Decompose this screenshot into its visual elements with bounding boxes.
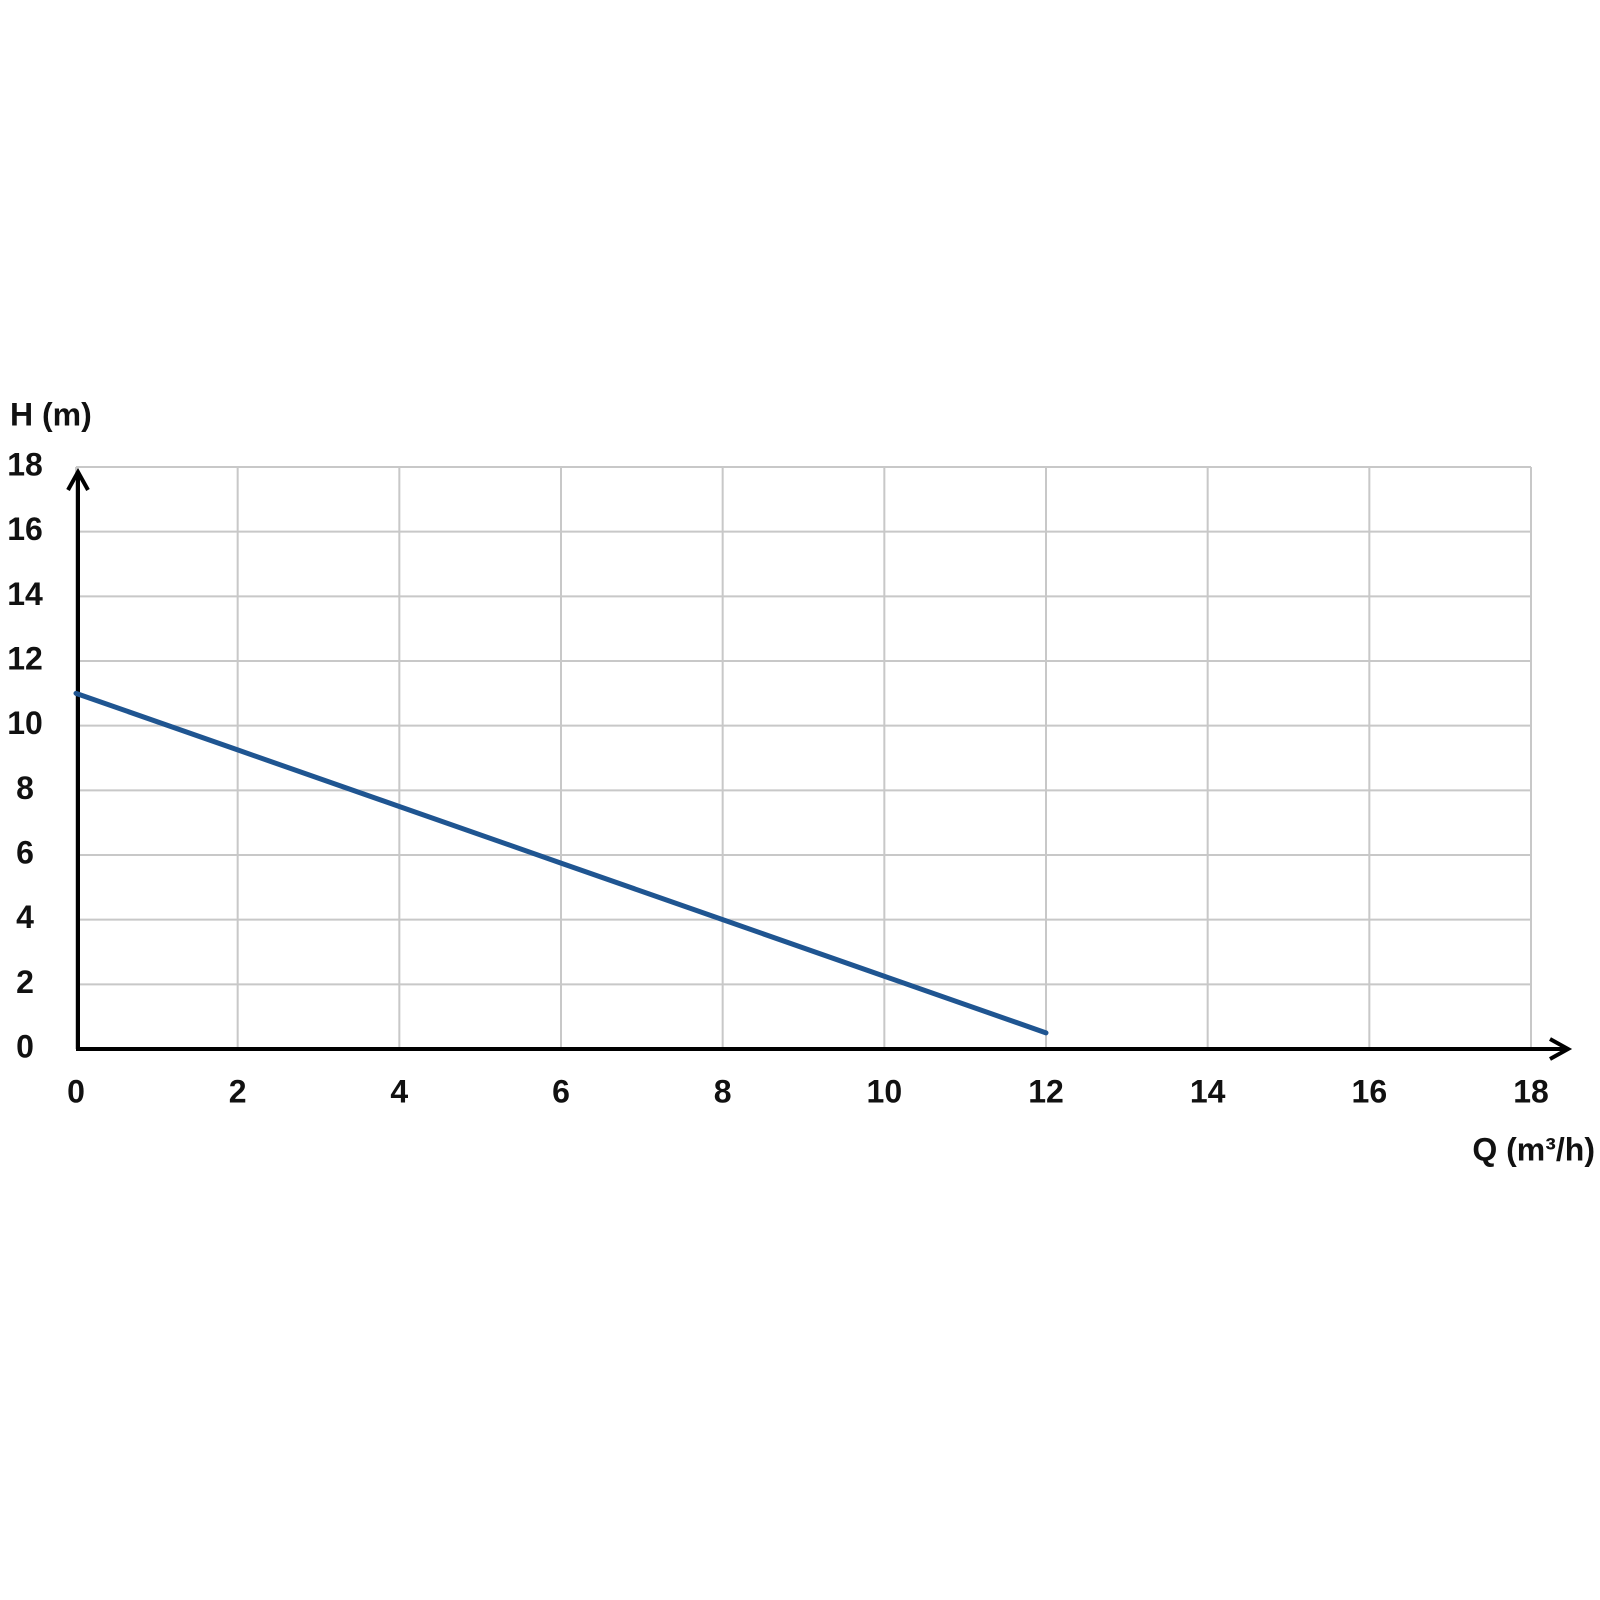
y-tick-label: 14 (7, 576, 43, 612)
y-tick-label: 18 (7, 446, 43, 482)
x-axis-label: Q (m³/h) (1472, 1131, 1595, 1167)
y-tick-label: 6 (16, 834, 34, 870)
x-tick-label: 6 (552, 1073, 570, 1109)
y-tick-label: 2 (16, 964, 34, 1000)
x-tick-label: 0 (67, 1073, 85, 1109)
axes (66, 467, 1573, 1061)
y-tick-label: 16 (7, 511, 43, 547)
y-axis-label: H (m) (10, 396, 92, 432)
x-tick-label: 4 (390, 1073, 408, 1109)
y-tick-label: 4 (16, 899, 34, 935)
x-tick-label: 18 (1513, 1073, 1549, 1109)
y-tick-label: 12 (7, 640, 43, 676)
x-tick-label: 16 (1352, 1073, 1388, 1109)
grid (75, 466, 1532, 1050)
x-tick-label: 14 (1190, 1073, 1226, 1109)
y-tick-label: 10 (7, 705, 43, 741)
x-tick-label: 8 (714, 1073, 732, 1109)
x-tick-label: 10 (867, 1073, 903, 1109)
x-tick-label: 12 (1028, 1073, 1064, 1109)
x-tick-label: 2 (229, 1073, 247, 1109)
x-axis-arrow (1549, 1037, 1573, 1061)
y-tick-label: 0 (16, 1028, 34, 1064)
data-line (73, 690, 1049, 1036)
y-axis-arrow (66, 467, 90, 491)
y-tick-label: 8 (16, 770, 34, 806)
